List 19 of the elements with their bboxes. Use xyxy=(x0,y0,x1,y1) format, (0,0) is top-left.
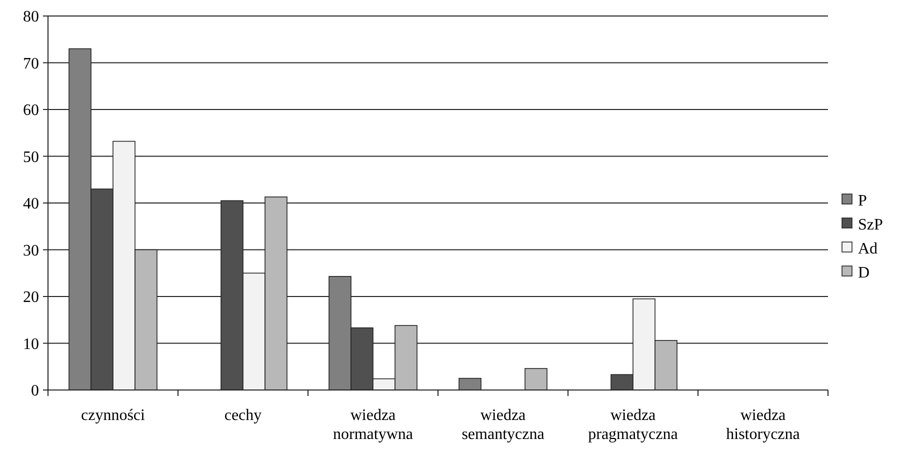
y-tick-label: 10 xyxy=(23,336,39,353)
legend-label: P xyxy=(858,192,867,210)
x-tick-label: wiedza pragmatyczna xyxy=(588,407,678,443)
y-tick-label: 40 xyxy=(23,196,39,213)
x-tick-label: wiedza normatywna xyxy=(333,407,413,443)
y-tick-label: 20 xyxy=(23,289,39,306)
x-tick-label: wiedza semantyczna xyxy=(462,407,544,443)
legend-label: D xyxy=(858,264,870,282)
legend-label: SzP xyxy=(858,216,883,234)
y-tick-label: 30 xyxy=(23,242,39,260)
legend-label: Ad xyxy=(858,240,878,258)
y-tick-label: 0 xyxy=(31,382,39,400)
x-tick-label: cechy xyxy=(224,407,262,424)
y-tick-label: 70 xyxy=(23,55,39,72)
y-tick-label: 60 xyxy=(23,102,39,120)
y-tick-label: 80 xyxy=(23,8,39,26)
x-tick-label: czynności xyxy=(81,407,146,424)
x-tick-label: wiedza historyczna xyxy=(726,407,800,443)
y-tick-label: 50 xyxy=(23,148,39,166)
